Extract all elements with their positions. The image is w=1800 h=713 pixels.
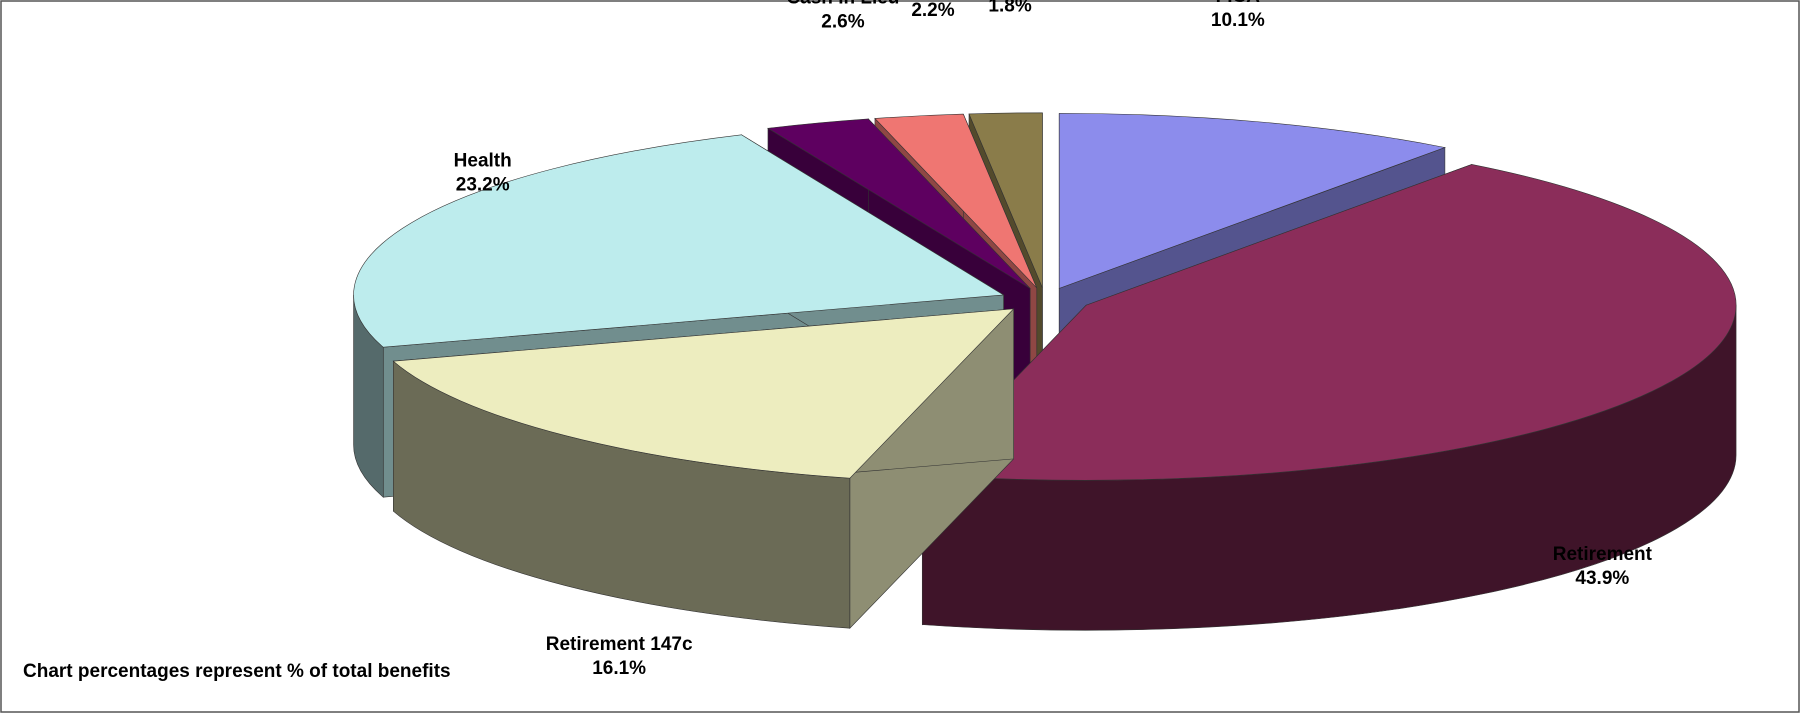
value-label: 2.6%	[821, 12, 864, 33]
slice-label: Health	[454, 150, 512, 171]
value-label: 1.8%	[988, 0, 1031, 16]
slice-top	[767, 118, 1031, 289]
value-label: 43.9%	[1575, 568, 1629, 589]
slice-top	[392, 308, 1015, 479]
slice-top	[874, 113, 1038, 289]
value-label: 16.1%	[592, 658, 646, 679]
slice-top	[353, 134, 1005, 348]
slice	[392, 308, 1015, 629]
slice-label: Cash In Lieu	[786, 0, 899, 9]
slice-label: Retirement 147c	[546, 634, 693, 655]
value-label: 10.1%	[1211, 10, 1265, 31]
slice-label: Retirement	[1553, 544, 1653, 565]
slice-top	[968, 112, 1043, 288]
footnote: Chart percentages represent % of total b…	[23, 661, 451, 682]
value-label: 23.2%	[456, 174, 510, 195]
slice-label: FICA	[1216, 0, 1261, 7]
value-label: 2.2%	[911, 0, 954, 21]
slice-top	[921, 164, 1737, 481]
slice-top	[1058, 113, 1447, 289]
